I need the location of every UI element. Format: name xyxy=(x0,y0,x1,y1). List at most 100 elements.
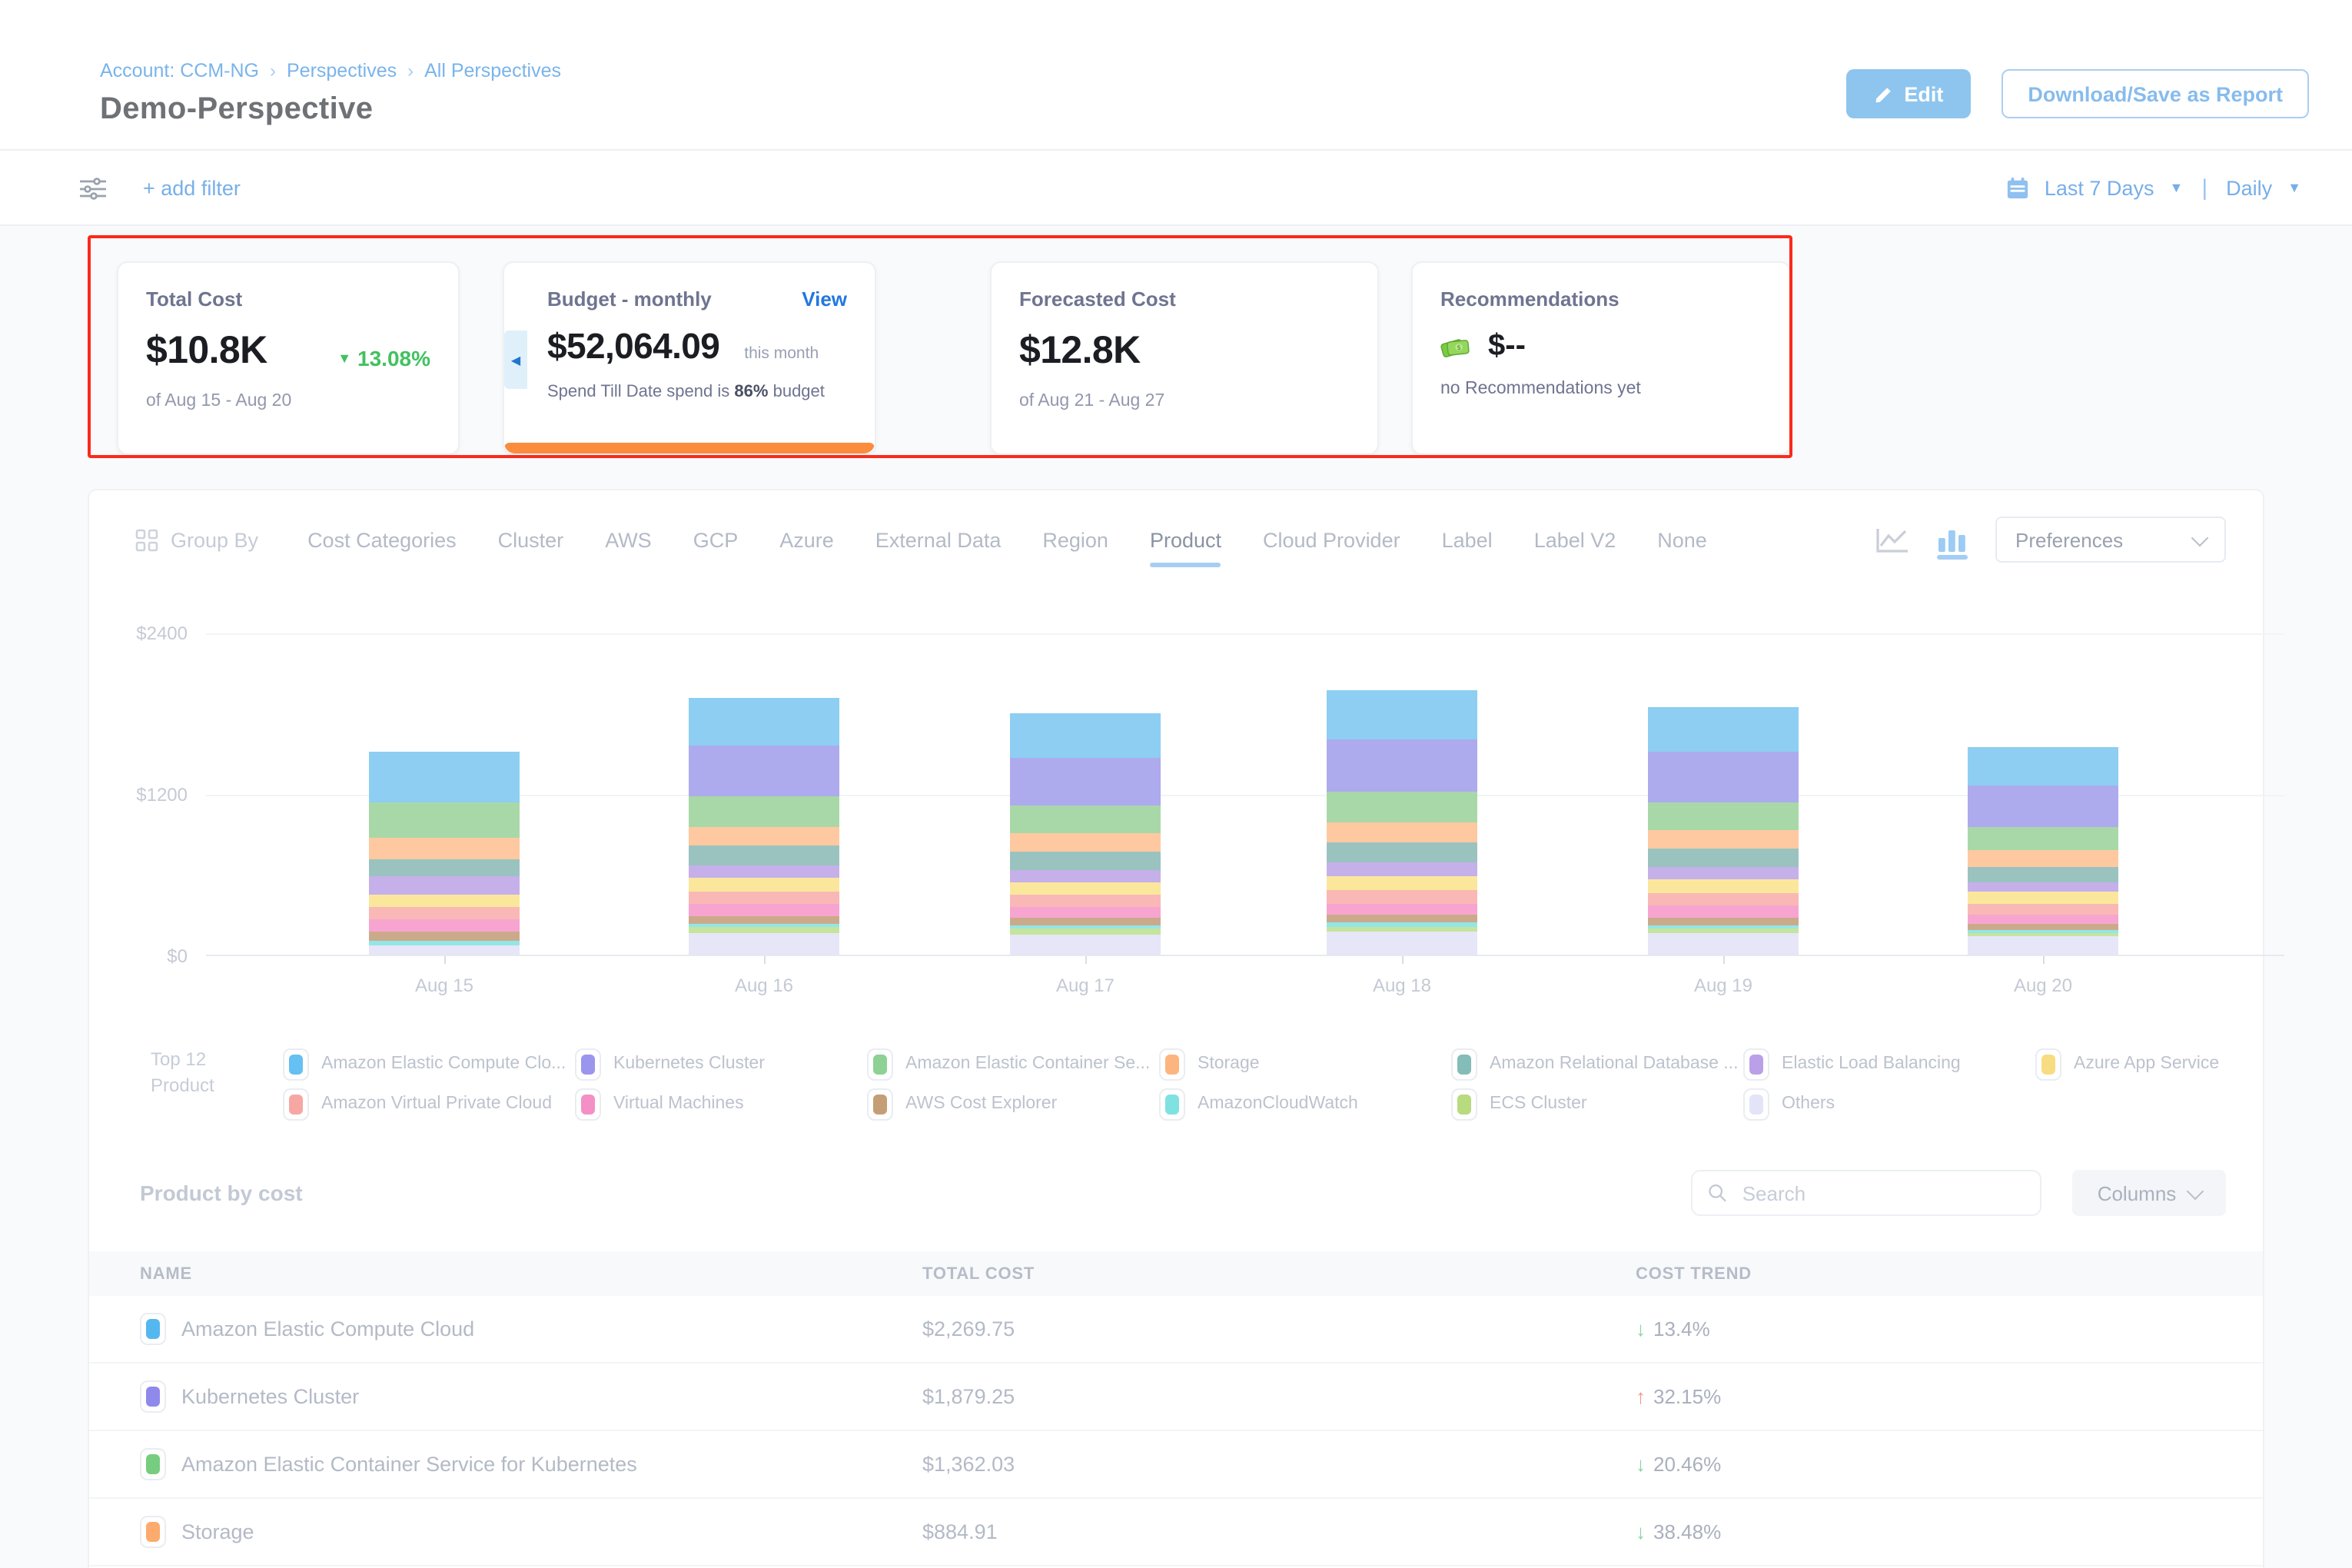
bar-segment[interactable] xyxy=(689,865,839,878)
bar-segment[interactable] xyxy=(1648,928,1799,934)
bar-segment[interactable] xyxy=(1648,933,1799,955)
chevron-down-icon[interactable]: ▼ xyxy=(2287,180,2301,195)
bar-segment[interactable] xyxy=(1010,757,1161,806)
breadcrumb-item[interactable]: All Perspectives xyxy=(424,60,561,81)
legend-item[interactable]: Amazon Elastic Container Se... xyxy=(867,1044,1159,1084)
bar-segment[interactable] xyxy=(1010,929,1161,935)
bar-segment[interactable] xyxy=(1010,869,1161,882)
bar-segment[interactable] xyxy=(689,826,839,846)
bar-segment[interactable] xyxy=(689,698,839,746)
bar-segment[interactable] xyxy=(1010,925,1161,929)
bar-segment[interactable] xyxy=(1010,895,1161,908)
bar-segment[interactable] xyxy=(689,904,839,916)
bar-segment[interactable] xyxy=(1010,833,1161,852)
bar-segment[interactable] xyxy=(1327,915,1477,923)
bar-segment[interactable] xyxy=(1968,746,2118,786)
legend-item[interactable]: Virtual Machines xyxy=(575,1084,867,1124)
bar-segment[interactable] xyxy=(1648,879,1799,894)
bar-segment[interactable] xyxy=(1010,934,1161,955)
table-column-header[interactable]: COST TREND xyxy=(1636,1264,1752,1283)
group-by-tab-aws[interactable]: AWS xyxy=(605,528,652,551)
stacked-bar-aug-18[interactable] xyxy=(1327,690,1477,955)
bar-segment[interactable] xyxy=(689,892,839,905)
bar-segment[interactable] xyxy=(1648,830,1799,849)
group-by-tab-cost-categories[interactable]: Cost Categories xyxy=(307,528,457,551)
bar-segment[interactable] xyxy=(369,931,520,942)
table-row[interactable]: Storage $884.91 ↓ 38.48% xyxy=(89,1499,2263,1566)
bar-segment[interactable] xyxy=(1327,926,1477,932)
bar-segment[interactable] xyxy=(1327,739,1477,792)
stacked-bar-aug-15[interactable] xyxy=(369,751,520,955)
bar-segment[interactable] xyxy=(689,746,839,797)
bar-segment[interactable] xyxy=(1968,932,2118,937)
legend-item[interactable]: ECS Cluster xyxy=(1451,1084,1743,1124)
filter-sliders-icon[interactable] xyxy=(80,176,106,199)
bar-segment[interactable] xyxy=(1327,792,1477,823)
group-by-tab-gcp[interactable]: GCP xyxy=(693,528,739,551)
bar-segment[interactable] xyxy=(369,919,520,932)
edit-button[interactable]: Edit xyxy=(1845,69,1972,118)
legend-item[interactable]: Kubernetes Cluster xyxy=(575,1044,867,1084)
bar-segment[interactable] xyxy=(1010,882,1161,895)
bar-segment[interactable] xyxy=(1010,713,1161,758)
bar-segment[interactable] xyxy=(1327,862,1477,876)
legend-item[interactable]: AWS Cost Explorer xyxy=(867,1084,1159,1124)
table-row[interactable]: Amazon Elastic Compute Cloud $2,269.75 ↓ 13… xyxy=(89,1296,2263,1364)
legend-item[interactable]: Elastic Load Balancing xyxy=(1743,1044,2035,1084)
bar-segment[interactable] xyxy=(1968,850,2118,867)
table-column-header[interactable]: NAME xyxy=(140,1264,192,1283)
table-column-header[interactable]: TOTAL COST xyxy=(922,1264,1035,1283)
bar-segment[interactable] xyxy=(1327,822,1477,843)
legend-item[interactable]: Others xyxy=(1743,1084,2035,1124)
bar-segment[interactable] xyxy=(369,894,520,907)
bar-segment[interactable] xyxy=(1648,917,1799,925)
bar-segment[interactable] xyxy=(1648,893,1799,906)
bar-segment[interactable] xyxy=(1968,929,2118,933)
bar-segment[interactable] xyxy=(689,927,839,933)
bar-segment[interactable] xyxy=(369,751,520,803)
bar-segment[interactable] xyxy=(1010,907,1161,919)
granularity-select[interactable]: Daily xyxy=(2226,176,2273,199)
line-chart-icon[interactable] xyxy=(1875,527,1909,553)
legend-item[interactable]: AmazonCloudWatch xyxy=(1159,1084,1451,1124)
bar-segment[interactable] xyxy=(689,796,839,827)
legend-item[interactable]: Azure App Service xyxy=(2035,1044,2327,1084)
bar-segment[interactable] xyxy=(1648,905,1799,918)
bar-segment[interactable] xyxy=(1648,802,1799,831)
legend-item[interactable]: Amazon Elastic Compute Clo... xyxy=(283,1044,575,1084)
group-by-tab-external-data[interactable]: External Data xyxy=(875,528,1002,551)
bar-chart-icon[interactable] xyxy=(1937,527,1968,559)
bar-segment[interactable] xyxy=(1327,842,1477,862)
bar-segment[interactable] xyxy=(369,838,520,860)
legend-item[interactable]: Storage xyxy=(1159,1044,1451,1084)
table-row[interactable]: Amazon Elastic Container Service for Kub… xyxy=(89,1431,2263,1499)
table-row[interactable]: Kubernetes Cluster $1,879.25 ↑ 32.15% xyxy=(89,1364,2263,1431)
bar-segment[interactable] xyxy=(1010,852,1161,870)
bar-segment[interactable] xyxy=(369,802,520,839)
chevron-down-icon[interactable]: ▼ xyxy=(2169,180,2184,195)
bar-segment[interactable] xyxy=(1968,866,2118,882)
search-input[interactable] xyxy=(1739,1180,2025,1206)
group-by-tab-cloud-provider[interactable]: Cloud Provider xyxy=(1263,528,1400,551)
bar-segment[interactable] xyxy=(1968,914,2118,924)
bar-segment[interactable] xyxy=(1010,806,1161,834)
bar-segment[interactable] xyxy=(1968,923,2118,930)
group-by-tab-label-v2[interactable]: Label V2 xyxy=(1533,528,1616,551)
breadcrumb-item[interactable]: Account: CCM-NG xyxy=(100,60,259,81)
group-by-tab-azure[interactable]: Azure xyxy=(779,528,834,551)
bar-segment[interactable] xyxy=(1327,889,1477,904)
bar-segment[interactable] xyxy=(1327,690,1477,740)
bar-segment[interactable] xyxy=(689,923,839,928)
bar-segment[interactable] xyxy=(1648,752,1799,802)
group-by-tab-cluster[interactable]: Cluster xyxy=(497,528,564,551)
bar-segment[interactable] xyxy=(689,932,839,955)
legend-item[interactable]: Amazon Relational Database ... xyxy=(1451,1044,1743,1084)
group-by-tab-none[interactable]: None xyxy=(1657,528,1707,551)
bar-segment[interactable] xyxy=(689,877,839,892)
breadcrumb-item[interactable]: Perspectives xyxy=(287,60,397,81)
bar-segment[interactable] xyxy=(1968,785,2118,827)
bar-segment[interactable] xyxy=(369,876,520,894)
bar-segment[interactable] xyxy=(369,945,520,955)
bar-segment[interactable] xyxy=(369,859,520,877)
download-save-report-button[interactable]: Download/Save as Report xyxy=(2002,69,2309,118)
